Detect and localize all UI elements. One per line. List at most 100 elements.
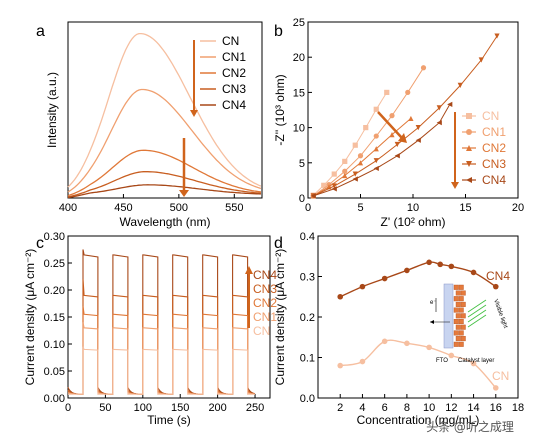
legend-label-cn2: CN2	[222, 66, 246, 80]
legend-label-cn: CN	[253, 324, 270, 338]
series-line-cn4	[67, 249, 256, 395]
legend-label-cn: CN	[222, 34, 239, 48]
y-tick-label: 0.4	[300, 231, 315, 243]
point-cn1	[357, 153, 364, 159]
chart-c-photocurrent: 0 50 100 150 200 250 0.00 0.05 0.10 0.15 0.20 0.25 0…	[23, 231, 277, 427]
point-cn2	[373, 146, 379, 152]
series-line-cn1	[67, 88, 262, 193]
inset-label-light: Visible light	[492, 299, 508, 330]
y-tick-label: 0.0	[300, 393, 315, 405]
y-tick-label: 0.1	[300, 353, 315, 365]
point-cn	[426, 344, 432, 351]
legend-arrow-head	[245, 266, 253, 274]
point-cn4	[447, 101, 453, 107]
point-cn3	[331, 183, 337, 189]
point-cn3	[457, 82, 463, 88]
x-tick-label: 15	[459, 202, 471, 214]
point-cn	[470, 360, 477, 367]
point-cn	[381, 338, 388, 345]
point-cn1	[342, 168, 348, 174]
series-line-cn1	[313, 67, 424, 197]
trend-arrow-head	[398, 133, 407, 143]
x-tick-label: 16	[490, 402, 502, 414]
catalyst-block	[455, 336, 461, 342]
legend-arrow-head	[190, 110, 198, 117]
legend-marker-cn2	[466, 145, 472, 151]
plot-frame	[317, 235, 519, 399]
y-tick-label: 0.00	[44, 393, 65, 405]
catalyst-block	[458, 341, 464, 347]
point-cn	[363, 125, 369, 131]
point-cn	[359, 358, 366, 365]
catalyst-block	[453, 307, 459, 313]
legend-label-cn3: CN3	[222, 82, 246, 96]
point-cn4	[436, 120, 442, 126]
point-cn	[321, 182, 327, 188]
legend-marker-cn1	[466, 129, 472, 135]
legend-label-cn2: CN2	[482, 141, 506, 155]
point-cn2	[342, 172, 348, 179]
x-tick-label: 500	[170, 202, 188, 214]
series-line-cn4	[339, 261, 497, 298]
catalyst-block	[455, 313, 461, 319]
x-tick-label: 0	[305, 202, 311, 214]
x-tick-label: 200	[208, 402, 226, 414]
y-tick-label: 5	[299, 158, 305, 170]
catalyst-block	[460, 313, 466, 319]
point-cn3	[494, 33, 500, 39]
y-tick-label: 10	[293, 123, 305, 135]
x-tick-label: 10	[407, 202, 419, 214]
point-cn4	[404, 267, 410, 274]
x-tick-label: 150	[171, 402, 189, 414]
inset-label-e: e⁻	[430, 300, 437, 306]
point-cn4	[415, 137, 421, 143]
legend-label-cn1: CN1	[222, 50, 246, 64]
series-line-cn3	[313, 35, 498, 197]
y-tick-label: 0.30	[44, 231, 65, 243]
point-cn	[331, 171, 337, 177]
watermark: 头条 @听之成理	[426, 420, 514, 434]
x-tick-label: 8	[404, 402, 410, 414]
legend-label-cn1: CN1	[482, 125, 506, 139]
point-cn3	[478, 57, 484, 63]
point-cn3	[436, 105, 442, 111]
light-ray	[467, 304, 487, 318]
y-tick-label: 0.15	[44, 312, 65, 324]
series-line-cn2	[67, 149, 261, 197]
legend-marker-cn4	[466, 177, 472, 183]
point-cn3	[415, 125, 421, 131]
catalyst-block	[455, 324, 461, 330]
trend-arrow-head	[179, 190, 189, 197]
catalyst-block	[455, 301, 461, 307]
series-label-cn4: CN4	[486, 269, 510, 283]
catalyst-block	[458, 307, 464, 313]
catalyst-block	[460, 336, 466, 342]
catalyst-block	[460, 301, 466, 307]
x-tick-label: 12	[445, 402, 457, 414]
series-line-cn	[68, 346, 255, 395]
x-axis-label: Wavelength (nm)	[120, 215, 211, 229]
chart-d-concentration: 2 4 6 8 10 12 14 16 18 0.0 0.1 0.2 0.3 0.4 Concentrati…	[273, 231, 524, 427]
y-tick-label: 0.25	[44, 258, 65, 270]
catalyst-block	[460, 324, 466, 330]
x-tick-label: 20	[512, 202, 524, 214]
x-tick-label: 14	[467, 402, 479, 414]
panel-label-b: b	[274, 23, 283, 40]
point-cn2	[357, 160, 364, 166]
series-line-cn4	[313, 104, 451, 197]
legend-label-cn3: CN3	[253, 282, 277, 296]
x-tick-label: 5	[357, 202, 363, 214]
y-tick-label: 0.20	[44, 285, 65, 297]
series-line-cn1	[67, 322, 256, 395]
legend-label-cn: CN	[482, 109, 499, 123]
x-tick-label: 0	[65, 402, 71, 414]
x-tick-label: 400	[59, 202, 77, 214]
y-tick-label: 0.3	[300, 272, 315, 284]
panel-label-c: c	[36, 235, 44, 252]
point-cn4	[310, 193, 316, 199]
y-axis-label: Current density (μA cm⁻²)	[23, 249, 37, 386]
catalyst-block	[458, 319, 464, 325]
point-cn1	[373, 133, 379, 139]
point-cn1	[420, 65, 427, 71]
